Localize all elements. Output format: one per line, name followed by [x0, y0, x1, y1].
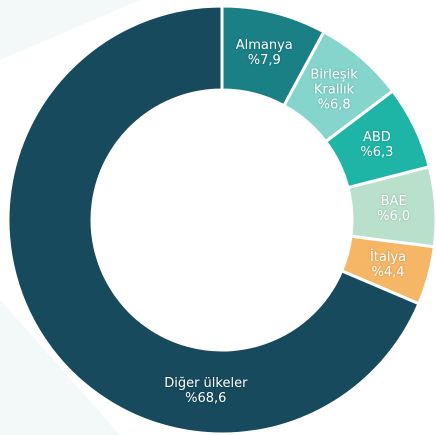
category-label: ABD — [363, 130, 391, 146]
background-shape — [0, 300, 120, 435]
category-label: Almanya — [235, 38, 293, 54]
category-label: Diğer ülkeler — [164, 376, 248, 392]
value-label: %6,0 — [377, 209, 411, 225]
value-label: %4,4 — [371, 264, 405, 280]
segment-label: Birleşik Krallık %6,8 — [299, 67, 369, 112]
category-label: İtalya — [369, 249, 407, 265]
value-label: %6,3 — [360, 145, 394, 161]
background-shape — [0, 0, 140, 60]
segment-label: İtalya %4,4 — [353, 250, 423, 280]
category-label: BAE — [380, 194, 407, 210]
category-label: Birleşik Krallık — [310, 67, 358, 98]
segment-label: Diğer ülkeler %68,6 — [146, 376, 266, 406]
segment-label: ABD %6,3 — [342, 130, 412, 160]
value-label: %6,8 — [317, 97, 351, 113]
value-label: %68,6 — [185, 391, 227, 407]
donut-segment — [6, 4, 421, 435]
value-label: %7,9 — [247, 53, 281, 69]
segment-label: BAE %6,0 — [359, 194, 429, 224]
segment-label: Almanya %7,9 — [229, 38, 299, 68]
